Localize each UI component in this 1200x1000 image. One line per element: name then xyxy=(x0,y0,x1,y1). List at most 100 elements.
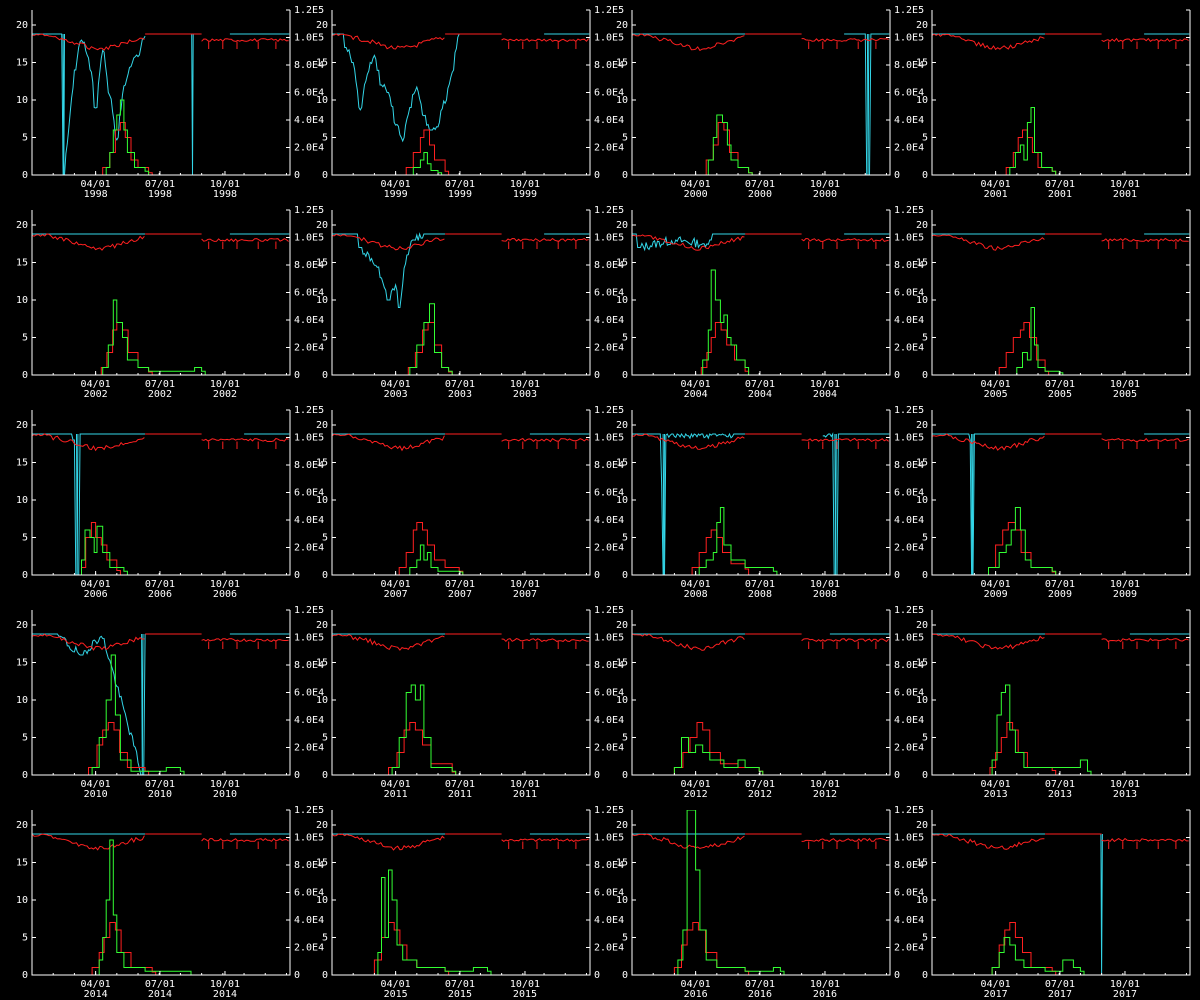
x-tick-year: 2007 xyxy=(448,589,472,600)
x-tick-year: 2001 xyxy=(1048,189,1072,200)
red-top-series-line xyxy=(201,837,289,842)
left-tick-label: 0 xyxy=(22,370,28,381)
left-tick-label: 0 xyxy=(322,570,328,581)
right-tick-label: 1.2E5 xyxy=(894,205,924,216)
right-tick-label: 6.0E4 xyxy=(894,488,924,499)
x-tick-year: 2000 xyxy=(813,189,837,200)
x-tick-year: 2014 xyxy=(84,989,108,1000)
right-tick-label: 0 xyxy=(594,770,600,781)
green-series-step xyxy=(32,654,226,775)
panel-axes xyxy=(331,210,591,376)
left-tick-label: 20 xyxy=(16,420,28,431)
x-tick-year: 1998 xyxy=(213,189,237,200)
x-tick-year: 2003 xyxy=(513,389,537,400)
right-tick-label: 4.0E4 xyxy=(894,515,924,526)
x-tick-label: 07/01 xyxy=(145,979,175,990)
right-tick-label: 6.0E4 xyxy=(894,688,924,699)
right-tick-label: 1.2E5 xyxy=(894,5,924,16)
x-tick-year: 2003 xyxy=(448,389,472,400)
x-tick-label: 07/01 xyxy=(745,779,775,790)
right-tick-label: 1.2E5 xyxy=(294,405,324,416)
panel-2014: 0 5 10 15 20 0 2.0E4 4.0E4 6.0E4 8.0E4 1.0E5 1.2E5 0… xyxy=(16,805,324,1000)
left-tick-label: 5 xyxy=(922,733,928,744)
right-tick-label: 1.2E5 xyxy=(894,405,924,416)
cyan-series-line xyxy=(632,233,760,252)
panel-axes xyxy=(631,10,891,176)
right-tick-label: 0 xyxy=(894,370,900,381)
right-tick-label: 2.0E4 xyxy=(894,343,924,354)
panel-2003: 0 5 10 15 20 0 2.0E4 4.0E4 6.0E4 8.0E4 1.0E5 1.2E5 0… xyxy=(316,205,624,400)
x-tick-year: 2006 xyxy=(213,589,237,600)
green-series-step xyxy=(632,507,826,575)
right-tick-label: 2.0E4 xyxy=(294,743,324,754)
x-tick-year: 2015 xyxy=(448,989,472,1000)
x-tick-year: 2013 xyxy=(1048,789,1072,800)
red-top-series-line xyxy=(501,38,589,43)
right-tick-label: 4.0E4 xyxy=(294,115,324,126)
right-tick-label: 1.0E5 xyxy=(594,233,624,244)
panel-axes xyxy=(931,810,1191,976)
left-tick-label: 5 xyxy=(22,733,28,744)
cyan-series-line xyxy=(332,232,446,308)
x-tick-label: 10/01 xyxy=(210,179,240,190)
x-tick-year: 2010 xyxy=(148,789,172,800)
x-tick-label: 10/01 xyxy=(810,579,840,590)
right-tick-label: 4.0E4 xyxy=(294,915,324,926)
left-tick-label: 0 xyxy=(622,970,628,981)
right-tick-label: 8.0E4 xyxy=(294,860,324,871)
green-series-step xyxy=(932,684,1126,775)
x-tick-label: 10/01 xyxy=(510,179,540,190)
red-top-series-line xyxy=(932,433,1045,451)
x-tick-label: 04/01 xyxy=(681,179,711,190)
left-tick-label: 0 xyxy=(22,170,28,181)
right-tick-label: 8.0E4 xyxy=(894,260,924,271)
left-tick-label: 15 xyxy=(316,458,328,469)
left-tick-label: 5 xyxy=(22,933,28,944)
x-tick-year: 2009 xyxy=(1113,589,1137,600)
right-tick-label: 1.2E5 xyxy=(594,205,624,216)
panel-2002: 0 5 10 15 20 0 2.0E4 4.0E4 6.0E4 8.0E4 1.0E5 1.2E5 0… xyxy=(16,205,324,400)
cyan-series-line xyxy=(632,432,746,575)
left-tick-label: 5 xyxy=(622,133,628,144)
green-series-step xyxy=(632,114,826,175)
x-tick-year: 2015 xyxy=(384,989,408,1000)
right-tick-label: 1.0E5 xyxy=(294,633,324,644)
x-tick-label: 04/01 xyxy=(81,379,111,390)
green-series-step xyxy=(932,937,1126,975)
green-series-step xyxy=(332,544,526,575)
x-tick-label: 07/01 xyxy=(145,379,175,390)
x-tick-year: 2002 xyxy=(213,389,237,400)
right-tick-label: 8.0E4 xyxy=(594,460,624,471)
panel-axes xyxy=(931,10,1191,176)
left-tick-label: 15 xyxy=(316,58,328,69)
x-tick-year: 2006 xyxy=(84,589,108,600)
red-series-step xyxy=(332,722,526,775)
right-tick-label: 6.0E4 xyxy=(294,888,324,899)
right-tick-label: 6.0E4 xyxy=(294,688,324,699)
panel-axes xyxy=(331,610,591,776)
right-tick-label: 1.2E5 xyxy=(294,205,324,216)
red-top-series-line xyxy=(332,33,445,50)
x-tick-label: 10/01 xyxy=(1110,979,1140,990)
left-tick-label: 10 xyxy=(16,695,28,706)
right-tick-label: 1.0E5 xyxy=(294,433,324,444)
right-tick-label: 2.0E4 xyxy=(594,743,624,754)
left-tick-label: 20 xyxy=(16,620,28,631)
red-top-series-line xyxy=(32,633,145,651)
red-series-step xyxy=(32,122,226,175)
x-tick-year: 2000 xyxy=(684,189,708,200)
left-tick-label: 15 xyxy=(916,858,928,869)
x-tick-label: 10/01 xyxy=(810,979,840,990)
red-top-series-line xyxy=(201,38,289,43)
green-series-step xyxy=(32,525,226,575)
right-tick-label: 2.0E4 xyxy=(594,943,624,954)
panel-axes xyxy=(31,410,291,576)
right-tick-label: 0 xyxy=(294,570,300,581)
right-tick-label: 4.0E4 xyxy=(594,315,624,326)
red-series-step xyxy=(332,322,526,375)
x-tick-label: 07/01 xyxy=(445,779,475,790)
left-tick-label: 5 xyxy=(922,933,928,944)
panel-axes xyxy=(631,210,891,376)
